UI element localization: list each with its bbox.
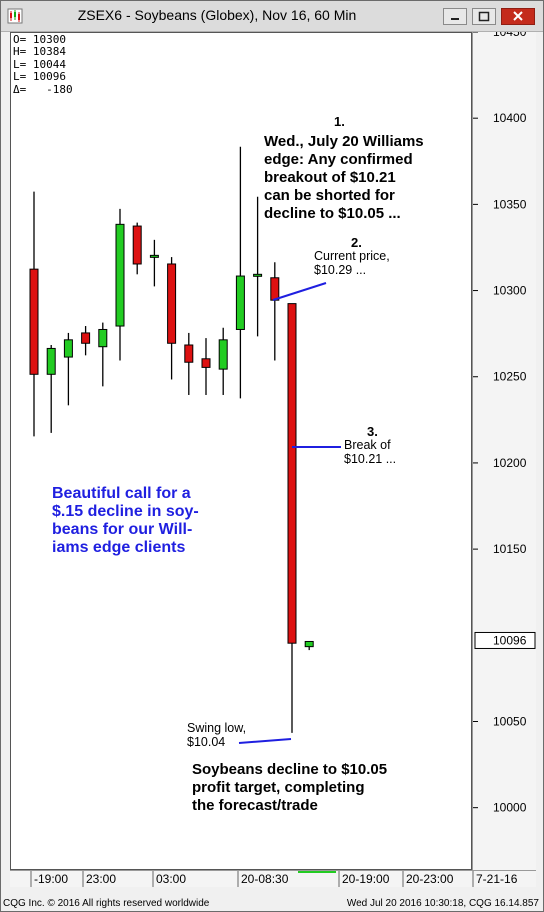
- candle-15: [270, 262, 280, 361]
- price-tick-label: 10300: [493, 284, 527, 298]
- candle-7: [132, 222, 142, 275]
- candlestick-chart: [29, 146, 341, 744]
- pointer-line-swing-low: [238, 738, 292, 744]
- annotation-profit-target: Soybeans decline to $10.05 profit target…: [192, 761, 388, 814]
- annotation-swing-low: Swing low, $10.04: [187, 721, 247, 749]
- candle-body: [132, 225, 142, 265]
- candle-6: [115, 208, 125, 361]
- time-axis[interactable]: -19:00 23:00 03:00 20-08:30 20-19:00 20-23:00…: [10, 870, 536, 887]
- price-tick-label: 10200: [493, 456, 527, 470]
- candle-body: [218, 339, 228, 370]
- time-tick-label: 20-08:30: [241, 872, 289, 886]
- price-tick-label: 10350: [493, 197, 527, 211]
- price-tick-label: 10150: [493, 542, 527, 556]
- price-tick-label: 10400: [493, 111, 527, 125]
- annotation-beautiful-call: Beautiful call for a $.15 decline in soy…: [52, 485, 199, 556]
- annotation-williams-edge: Wed., July 20 Williams edge: Any confirm…: [264, 133, 424, 222]
- annotation-current-price: Current price, $10.29 ...: [314, 249, 390, 277]
- time-axis-ticks: -19:00 23:00 03:00 20-08:30 20-19:00 20-23:00…: [30, 871, 518, 887]
- annotation-break: Break of $10.21 ...: [344, 438, 397, 466]
- candle-body: [98, 328, 108, 348]
- candle-11: [201, 338, 211, 395]
- candle-body: [253, 273, 263, 277]
- time-tick-label: 7-21-16: [476, 872, 518, 886]
- price-axis[interactable]: 10000 10050 10150 10200 10250 10300 10350 10400…: [472, 32, 536, 870]
- time-tick-label: -19:00: [34, 872, 68, 886]
- annotation-number-2: 2.: [351, 235, 362, 250]
- candle-body: [304, 640, 314, 648]
- time-axis-marker: [298, 871, 336, 873]
- price-tick-label: 10450: [493, 32, 527, 39]
- maximize-icon: [478, 11, 490, 22]
- candle-9: [167, 257, 177, 380]
- candle-1: [29, 191, 39, 437]
- ohlc-row-last: L= 10096: [13, 70, 66, 84]
- close-icon: [513, 11, 523, 21]
- candle-body: [63, 339, 73, 358]
- candle-13: [235, 146, 245, 399]
- annotation-number-3: 3.: [367, 424, 378, 439]
- candle-16: [287, 303, 297, 733]
- candle-body: [235, 275, 245, 330]
- cqg-chart-icon: [7, 8, 23, 24]
- price-tick-label: 10250: [493, 370, 527, 384]
- candle-body: [81, 332, 91, 344]
- candle-4: [81, 326, 91, 356]
- candle-body: [167, 263, 177, 344]
- price-tick-label: 10000: [493, 801, 527, 815]
- candle-body: [29, 268, 39, 375]
- candle-body: [149, 254, 159, 258]
- candle-14: [253, 196, 263, 337]
- timestamp-text: Wed Jul 20 2016 10:30:18, CQG 16.14.857: [346, 898, 539, 909]
- candle-5: [98, 322, 108, 387]
- ohlc-readout: O= 10300 H= 10384 L= 10044 L= 10096 Δ= -…: [13, 33, 73, 96]
- ohlc-row-low: L= 10044: [13, 57, 66, 71]
- candle-12: [218, 327, 228, 395]
- price-axis-ticks: 10000 10050 10150 10200 10250 10300 10350 10400…: [473, 32, 536, 815]
- time-tick-label: 03:00: [156, 872, 186, 886]
- candle-2: [46, 344, 56, 433]
- candle-body: [270, 277, 280, 301]
- candle-8: [149, 239, 159, 287]
- maximize-button[interactable]: [472, 8, 496, 25]
- chart-plot-area[interactable]: [10, 32, 472, 870]
- time-tick-label: 20-23:00: [406, 872, 454, 886]
- ohlc-row-open: O= 10300: [13, 33, 66, 46]
- window-title: ZSEX6 - Soybeans (Globex), Nov 16, 60 Mi…: [77, 7, 357, 23]
- minimize-icon: [451, 18, 459, 20]
- candle-body: [184, 344, 194, 363]
- candle-body: [201, 358, 211, 368]
- minimize-button[interactable]: [443, 8, 467, 25]
- title-bar[interactable]: ZSEX6 - Soybeans (Globex), Nov 16, 60 Mi…: [1, 1, 543, 32]
- close-button[interactable]: [501, 8, 535, 25]
- candle-body: [46, 347, 56, 375]
- current-price-box: [474, 631, 536, 649]
- candle-body: [287, 303, 297, 644]
- time-tick-label: 23:00: [86, 872, 116, 886]
- ohlc-row-change: Δ= -180: [13, 82, 73, 96]
- price-tick-label: 10050: [493, 714, 527, 728]
- annotation-number-1: 1.: [334, 114, 345, 129]
- candle-body: [115, 223, 125, 327]
- pointer-line-current-price: [272, 282, 327, 301]
- time-tick-label: 20-19:00: [342, 872, 390, 886]
- ohlc-row-high: H= 10384: [13, 45, 66, 59]
- status-bar: CQG Inc. © 2016 All rights reserved worl…: [1, 896, 543, 912]
- candle-3: [63, 332, 73, 406]
- copyright-text: CQG Inc. © 2016 All rights reserved worl…: [3, 898, 210, 909]
- candle-10: [184, 332, 194, 395]
- candle-17: [304, 640, 314, 651]
- current-price-label: 10096: [493, 633, 527, 647]
